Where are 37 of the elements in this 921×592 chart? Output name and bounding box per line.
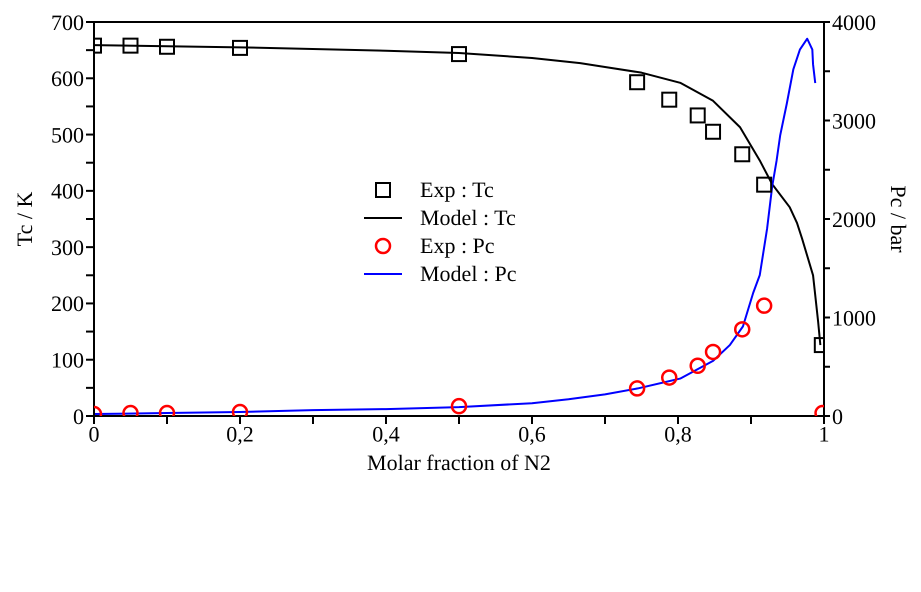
x-tick-label: 0,4 bbox=[372, 422, 400, 447]
point bbox=[756, 176, 772, 193]
x-tick-label: 0 bbox=[88, 422, 100, 447]
y-tick-label: 200 bbox=[51, 291, 84, 316]
y2-tick-label: 1000 bbox=[832, 305, 876, 330]
x-tick-label: 1 bbox=[818, 422, 830, 447]
legend-label: Exp : Tc bbox=[420, 177, 494, 203]
x-tick-label: 0,8 bbox=[664, 422, 692, 447]
point bbox=[159, 38, 175, 55]
y2-tick-label: 2000 bbox=[832, 206, 876, 232]
point bbox=[734, 146, 750, 162]
y-tick-label: 0 bbox=[73, 404, 84, 429]
y2-axis-title: Pc / bar bbox=[886, 185, 912, 254]
y2-tick-label: 0 bbox=[832, 404, 843, 429]
y-tick-label: 500 bbox=[51, 122, 84, 148]
y-axis-title: Tc / K bbox=[12, 192, 37, 246]
y-tick-label: 600 bbox=[51, 66, 84, 92]
point bbox=[705, 124, 722, 140]
y-tick-label: 400 bbox=[51, 178, 84, 204]
point bbox=[232, 40, 248, 56]
y2-tick-label: 4000 bbox=[832, 10, 876, 35]
point bbox=[122, 38, 138, 54]
y-tick-label: 100 bbox=[51, 348, 84, 373]
line-series bbox=[94, 38, 816, 416]
y-tick-label: 300 bbox=[51, 234, 84, 260]
point bbox=[451, 46, 467, 62]
legend-label: Model : Tc bbox=[420, 205, 516, 231]
point bbox=[629, 74, 646, 90]
point bbox=[690, 107, 706, 124]
legend-label: Exp : Pc bbox=[420, 233, 495, 259]
y2-tick-label: 3000 bbox=[832, 108, 876, 134]
legend-label: Model : Pc bbox=[420, 261, 517, 287]
x-tick-label: 0,2 bbox=[226, 422, 254, 447]
x-tick-label: 0,6 bbox=[518, 422, 546, 447]
x-axis-title: Molar fraction of N2 bbox=[367, 450, 551, 475]
point bbox=[661, 92, 678, 108]
y-tick-label: 700 bbox=[51, 10, 84, 35]
